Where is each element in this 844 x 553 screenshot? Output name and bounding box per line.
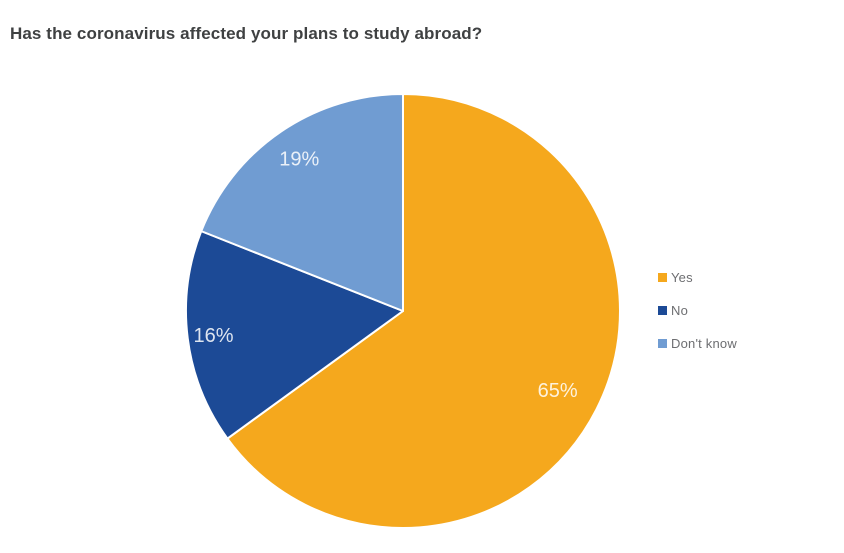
- pie-slice-yes: [226, 93, 621, 529]
- legend-label: No: [671, 302, 689, 318]
- legend-item-don-t-know: Don't know: [658, 333, 737, 353]
- legend-swatch-icon: [658, 338, 667, 348]
- chart-title: Has the coronavirus affected your plans …: [10, 24, 483, 43]
- pie-slice-don-t-know: [200, 93, 404, 312]
- legend-swatch-icon: [658, 272, 667, 282]
- legend-label: Don't know: [671, 335, 737, 351]
- slice-value-label: 65%: [538, 380, 578, 402]
- legend: Yes No Don't know: [658, 267, 737, 353]
- legend-swatch-icon: [658, 305, 667, 315]
- legend-item-no: No: [658, 300, 737, 320]
- pie-slice-no: [185, 230, 404, 440]
- legend-item-yes: Yes: [658, 267, 737, 287]
- legend-label: Yes: [671, 269, 693, 285]
- slice-value-label: 16%: [193, 325, 233, 347]
- slice-value-label: 19%: [279, 148, 319, 170]
